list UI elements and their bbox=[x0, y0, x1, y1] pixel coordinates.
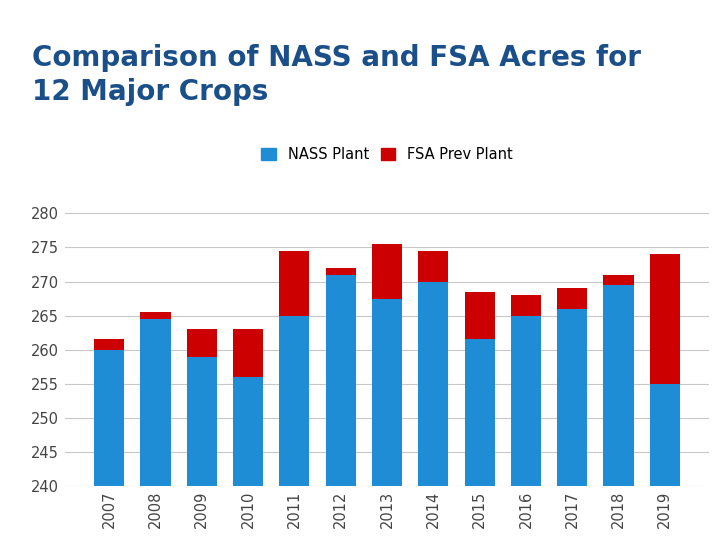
Bar bbox=[418, 281, 449, 540]
Bar bbox=[464, 292, 495, 340]
Bar bbox=[511, 316, 541, 540]
Bar bbox=[603, 285, 634, 540]
Bar bbox=[372, 299, 402, 540]
Bar bbox=[464, 340, 495, 540]
Bar bbox=[557, 309, 588, 540]
Legend: NASS Plant, FSA Prev Plant: NASS Plant, FSA Prev Plant bbox=[258, 144, 516, 165]
Bar bbox=[233, 377, 263, 540]
Bar bbox=[557, 288, 588, 309]
Bar bbox=[650, 254, 680, 384]
Text: Comparison of NASS and FSA Acres for
12 Major Crops: Comparison of NASS and FSA Acres for 12 … bbox=[32, 44, 642, 106]
Bar bbox=[186, 329, 217, 356]
Bar bbox=[94, 340, 124, 350]
Bar bbox=[279, 251, 310, 316]
Bar bbox=[233, 329, 263, 377]
Bar bbox=[325, 268, 356, 275]
Bar bbox=[279, 316, 310, 540]
Bar bbox=[94, 350, 124, 540]
Bar bbox=[372, 244, 402, 299]
Bar bbox=[511, 295, 541, 316]
Bar bbox=[140, 312, 171, 319]
Bar bbox=[650, 384, 680, 540]
Bar bbox=[140, 319, 171, 540]
Bar bbox=[603, 275, 634, 285]
Bar bbox=[325, 275, 356, 540]
Bar bbox=[418, 251, 449, 281]
Bar bbox=[186, 356, 217, 540]
